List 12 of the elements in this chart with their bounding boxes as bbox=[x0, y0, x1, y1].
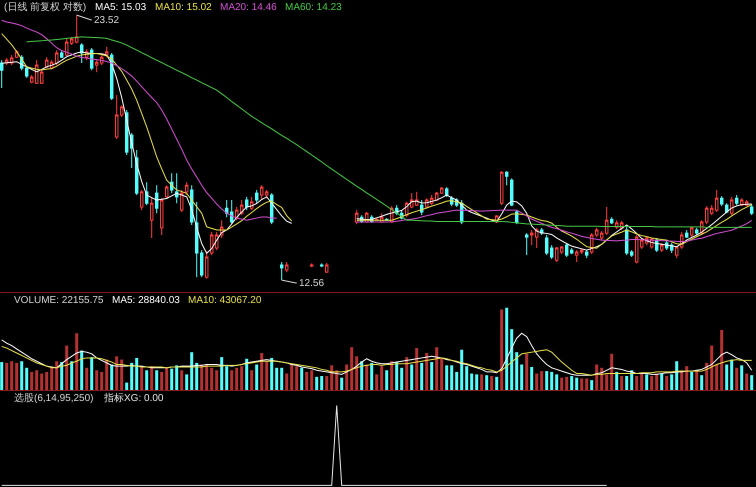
annotation: 12.56 bbox=[299, 278, 324, 289]
chart-title: 选股(6,14,95,250) bbox=[14, 392, 94, 404]
text: MA5: 15.03 bbox=[95, 2, 147, 13]
text: MA10: 43067.20 bbox=[188, 295, 262, 306]
text: VOLUME: 22155.75 bbox=[14, 295, 104, 306]
text: MA5: 28840.03 bbox=[112, 295, 180, 306]
text: MA10: 15.02 bbox=[155, 2, 212, 13]
chart-title: (日线 前复权 对数) bbox=[4, 1, 86, 13]
text: MA60: 14.23 bbox=[285, 2, 342, 13]
annotation: 23.52 bbox=[94, 15, 120, 26]
text: 指标XG: 0.00 bbox=[103, 392, 164, 404]
text: MA20: 14.46 bbox=[220, 2, 278, 13]
